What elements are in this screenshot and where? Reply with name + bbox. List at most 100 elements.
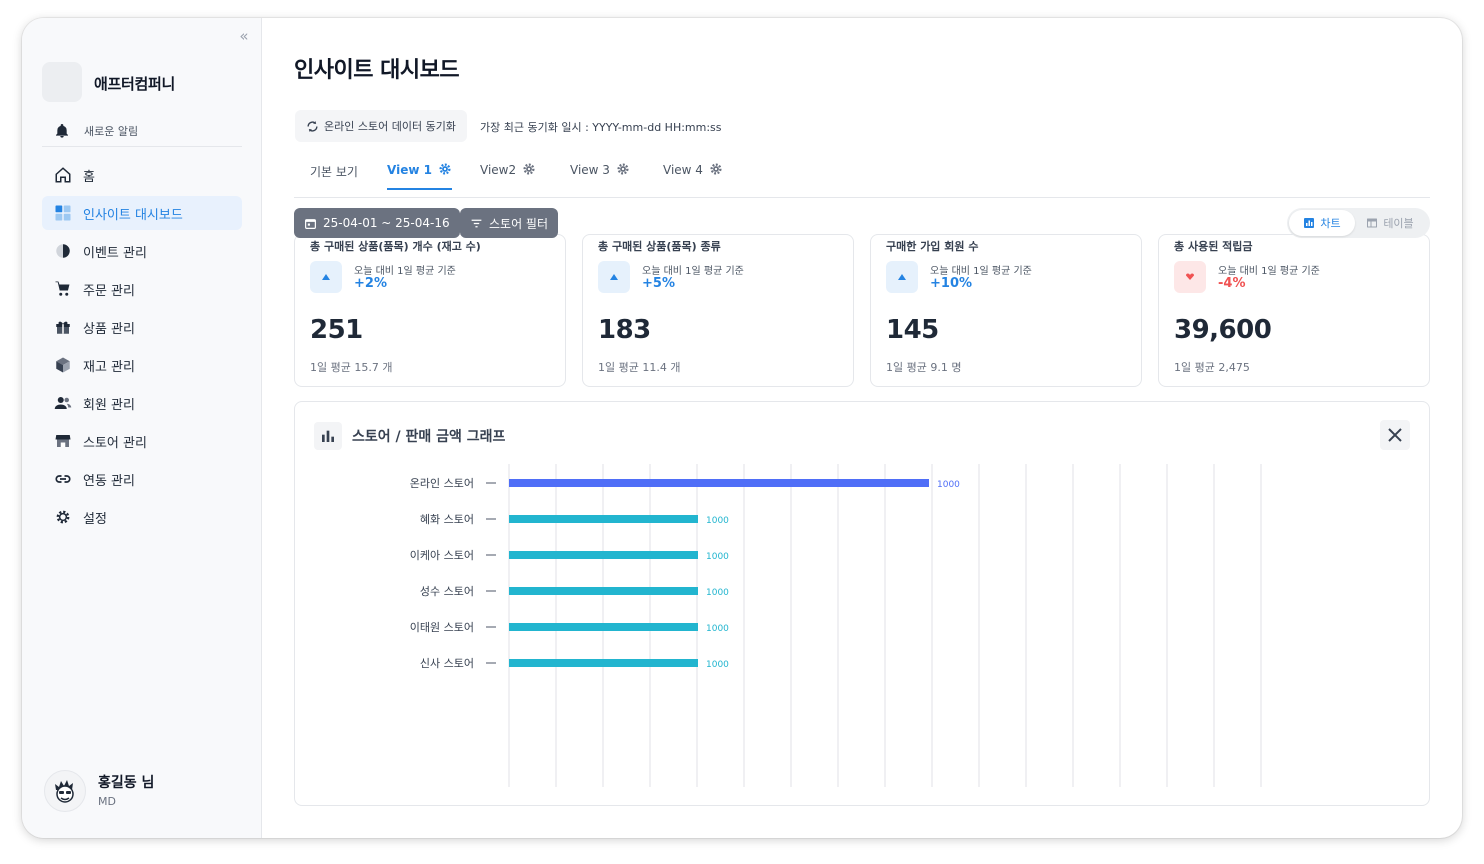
sync-button[interactable]: 온라인 스토어 데이터 동기화 <box>295 110 467 142</box>
notification-link[interactable]: 새로운 알림 <box>54 122 138 140</box>
bar <box>509 515 698 523</box>
link-icon <box>53 469 73 489</box>
store-filter-button[interactable]: 스토어 필터 <box>460 208 559 238</box>
sync-button-label: 온라인 스토어 데이터 동기화 <box>324 120 456 133</box>
tab-view-2[interactable]: View2 <box>480 161 536 198</box>
kpi-subtitle: 오늘 대비 1일 평균 기준 <box>1218 266 1320 277</box>
tab-default-view[interactable]: 기본 보기 <box>310 161 358 198</box>
kpi-daily-average: 1일 평균 9.1 명 <box>886 361 962 374</box>
store-sales-bar-chart: 온라인 스토어 1000 혜화 스토어 1000 이케아 스토어 1000 성수 스토어 10… <box>410 464 1262 787</box>
kpi-value: 183 <box>598 315 651 345</box>
close-chart-button[interactable] <box>1380 420 1410 450</box>
main-content: 인사이트 대시보드 온라인 스토어 데이터 동기화 가장 최근 동기화 일시 :… <box>262 18 1462 838</box>
chart-view-option[interactable]: 차트 <box>1289 210 1355 236</box>
kpi-subtitle: 오늘 대비 1일 평균 기준 <box>642 266 744 277</box>
gear-icon[interactable] <box>522 162 536 176</box>
category-label: 이태원 스토어 <box>410 621 474 634</box>
sidebar-item-label: 스토어 관리 <box>83 435 147 451</box>
home-icon <box>53 165 73 185</box>
bar <box>509 587 698 595</box>
kpi-subtitle: 오늘 대비 1일 평균 기준 <box>930 266 1032 277</box>
sidebar-item-member[interactable]: 회원 관리 <box>42 386 242 420</box>
sidebar-item-label: 설정 <box>83 511 107 527</box>
sidebar-item-label: 인사이트 대시보드 <box>83 207 183 223</box>
sidebar-nav: 홈 인사이트 대시보드 이벤트 관리 주문 관리 상품 관리 재고 관리 <box>42 158 242 538</box>
gear-icon[interactable] <box>438 162 452 176</box>
kpi-title: 총 구매된 상품(품목) 개수 (재고 수) <box>310 240 481 253</box>
kpi-change: +2% <box>354 276 387 291</box>
trend-up-icon <box>886 261 918 293</box>
user-profile[interactable]: 홍길동 님 MD <box>44 770 154 812</box>
avatar <box>44 770 86 812</box>
refresh-icon <box>307 120 318 132</box>
bar-chart-icon <box>1304 218 1315 228</box>
sidebar-item-integration[interactable]: 연동 관리 <box>42 462 242 496</box>
kpi-title: 구매한 가입 회원 수 <box>886 240 979 253</box>
sidebar-item-product[interactable]: 상품 관리 <box>42 310 242 344</box>
kpi-daily-average: 1일 평균 11.4 개 <box>598 361 681 374</box>
sidebar-item-settings[interactable]: 설정 <box>42 500 242 534</box>
gift-icon <box>53 317 73 337</box>
kpi-card: 총 사용된 적립금 오늘 대비 1일 평균 기준 -4% 39,600 1일 평… <box>1158 234 1430 387</box>
data-label: 1000 <box>706 516 729 526</box>
table-icon <box>1367 218 1378 228</box>
filter-icon <box>471 219 482 227</box>
category-label: 성수 스토어 <box>420 585 474 598</box>
view-mode-toggle: 차트 테이블 <box>1287 208 1430 238</box>
sync-timestamp: 가장 최근 동기화 일시 : YYYY-mm-dd HH:mm:ss <box>480 121 722 134</box>
sidebar-item-label: 홈 <box>83 169 95 185</box>
sidebar-item-store[interactable]: 스토어 관리 <box>42 424 242 458</box>
pie-icon <box>53 241 73 261</box>
kpi-value: 39,600 <box>1174 315 1272 345</box>
sidebar-divider <box>42 146 242 147</box>
bar <box>509 479 929 487</box>
kpi-change: -4% <box>1218 276 1246 291</box>
store-sales-chart-panel: 스토어 / 판매 금액 그래프 온라인 스토어 1000 혜화 스토어 1000 이케아… <box>294 401 1430 806</box>
brand-name: 애프터컴퍼니 <box>94 75 176 93</box>
sidebar-item-home[interactable]: 홈 <box>42 158 242 192</box>
date-range-picker[interactable]: 25-04-01 ~ 25-04-16 <box>294 208 460 238</box>
app-window: « 애프터컴퍼니 새로운 알림 홈 인사이트 대시보드 이벤트 관리 주문 관 <box>22 18 1462 838</box>
user-role: MD <box>98 795 116 808</box>
gear-icon[interactable] <box>709 162 723 176</box>
gear-icon <box>53 507 73 527</box>
sidebar-item-event[interactable]: 이벤트 관리 <box>42 234 242 268</box>
bell-icon <box>56 124 68 138</box>
sidebar-item-label: 회원 관리 <box>83 397 135 413</box>
tab-view-4[interactable]: View 4 <box>663 161 723 198</box>
kpi-value: 145 <box>886 315 939 345</box>
bar-chart-icon <box>314 422 342 450</box>
sidebar-item-order[interactable]: 주문 관리 <box>42 272 242 306</box>
view-tabs: 기본 보기 View 1 View2 View 3 View 4 <box>294 161 1430 198</box>
tab-view-1[interactable]: View 1 <box>387 161 452 198</box>
chart-view-label: 차트 <box>1320 217 1341 230</box>
box-icon <box>53 355 73 375</box>
data-label: 1000 <box>937 480 960 490</box>
chart-title: 스토어 / 판매 금액 그래프 <box>352 429 506 445</box>
data-label: 1000 <box>706 624 729 634</box>
gear-icon[interactable] <box>616 162 630 176</box>
store-icon <box>53 431 73 451</box>
sidebar-item-label: 상품 관리 <box>83 321 135 337</box>
trend-down-icon <box>1174 261 1206 293</box>
kpi-value: 251 <box>310 315 363 345</box>
data-label: 1000 <box>706 660 729 670</box>
table-view-option[interactable]: 테이블 <box>1355 210 1425 236</box>
page-title: 인사이트 대시보드 <box>294 58 460 83</box>
data-label: 1000 <box>706 552 729 562</box>
brand-logo <box>42 62 82 102</box>
kpi-card: 총 구매된 상품(품목) 종류 오늘 대비 1일 평균 기준 +5% 183 1… <box>582 234 854 387</box>
sidebar-item-insight-dashboard[interactable]: 인사이트 대시보드 <box>42 196 242 230</box>
trend-up-icon <box>598 261 630 293</box>
tab-view-3[interactable]: View 3 <box>570 161 630 198</box>
tab-label: 기본 보기 <box>310 165 358 179</box>
bar <box>509 623 698 631</box>
sidebar-item-inventory[interactable]: 재고 관리 <box>42 348 242 382</box>
category-label: 온라인 스토어 <box>410 477 474 490</box>
kpi-subtitle: 오늘 대비 1일 평균 기준 <box>354 266 456 277</box>
collapse-sidebar-icon[interactable]: « <box>239 27 249 45</box>
tab-label: View2 <box>480 163 517 177</box>
cart-icon <box>53 279 73 299</box>
kpi-change: +5% <box>642 276 675 291</box>
sidebar-item-label: 연동 관리 <box>83 473 135 489</box>
